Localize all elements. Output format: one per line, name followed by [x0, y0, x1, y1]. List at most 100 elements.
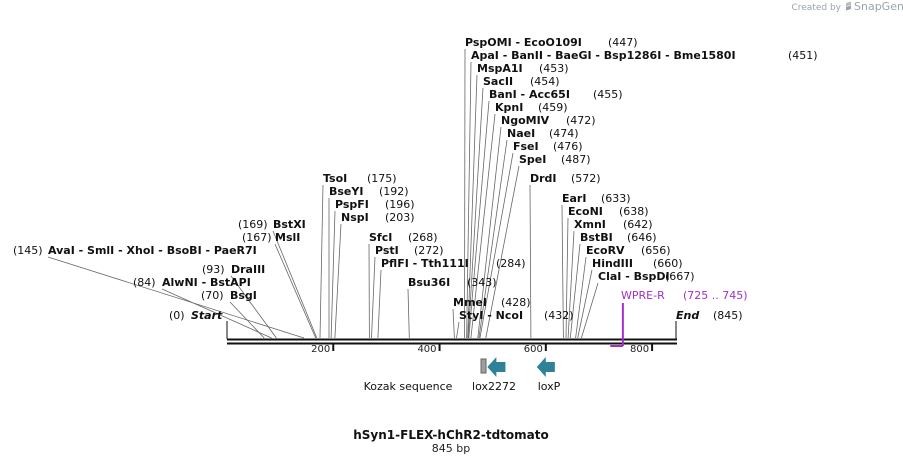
- site-mspa1i[interactable]: MspA1I (453): [477, 62, 569, 75]
- site-position: (428): [501, 296, 531, 309]
- site-line: [407, 288, 410, 339]
- site-labels: PspOMI - EcoO109I (447)ApaI - BanII - Bae…: [13, 36, 818, 322]
- site-sfci[interactable]: SfcI (268): [369, 231, 438, 244]
- site-line: [371, 256, 376, 339]
- site-names: NspI: [341, 211, 369, 224]
- feature-loxp[interactable]: [536, 357, 555, 377]
- site-hindiii[interactable]: HindIII (660): [592, 257, 683, 270]
- site-names: MspA1I: [477, 62, 523, 75]
- site-names: StyI - NcoI: [459, 309, 523, 322]
- site-pspomi[interactable]: PspOMI - EcoO109I (447): [465, 36, 638, 49]
- end-label: End (845): [676, 309, 743, 322]
- feature-label-lox2272: lox2272: [472, 380, 516, 393]
- site-position: (196): [385, 198, 415, 211]
- site-position: (667): [665, 270, 695, 283]
- tick-label: 800: [630, 344, 649, 355]
- site-eari[interactable]: EarI (633): [562, 192, 631, 205]
- site-draiii[interactable]: DraIII (93): [202, 263, 265, 276]
- site-position: (93): [202, 263, 225, 276]
- site-names: SacII: [483, 75, 513, 88]
- site-styi[interactable]: StyI - NcoI (432): [459, 309, 574, 322]
- site-avai[interactable]: AvaI - SmlI - XhoI - BsoBI - PaeR7I (145): [13, 244, 257, 257]
- site-names: BstXI: [273, 218, 306, 231]
- site-line: [466, 61, 472, 339]
- site-line: [581, 282, 599, 339]
- site-bsgi[interactable]: BsgI (70): [201, 289, 257, 302]
- site-line: [377, 269, 382, 339]
- site-names: BanI - Acc65I: [489, 88, 570, 101]
- site-bstbi[interactable]: BstBI (646): [580, 231, 657, 244]
- site-xmni[interactable]: XmnI (642): [574, 218, 653, 231]
- site-position: (572): [571, 172, 601, 185]
- site-mmei[interactable]: MmeI (428): [453, 296, 531, 309]
- feature-kozak-sequence[interactable]: [480, 358, 487, 374]
- site-names: EcoRV: [586, 244, 625, 257]
- primer-wpre-r[interactable]: WPRE-R (725 .. 745): [610, 289, 748, 347]
- site-bani[interactable]: BanI - Acc65I (455): [489, 88, 623, 101]
- site-fsei[interactable]: FseI (476): [513, 140, 583, 153]
- site-line: [479, 152, 514, 339]
- site-ngomiv[interactable]: NgoMIV (472): [501, 114, 596, 127]
- credit-prefix: Created by: [791, 3, 841, 13]
- site-bstxi[interactable]: BstXI (169): [238, 218, 306, 231]
- map-length: 845 bp: [432, 442, 470, 455]
- site-nspi[interactable]: NspI (203): [341, 211, 415, 224]
- site-names: DraIII: [231, 263, 265, 276]
- site-position: (476): [553, 140, 583, 153]
- site-naei[interactable]: NaeI (474): [507, 127, 579, 140]
- site-msli[interactable]: MslI(167): [242, 231, 300, 244]
- site-names: AlwNI - BstAPI: [162, 276, 251, 289]
- site-names: PstI: [375, 244, 399, 257]
- site-line: [529, 184, 532, 339]
- site-line: [334, 223, 342, 339]
- site-names: EcoNI: [568, 205, 603, 218]
- site-line: [569, 243, 581, 339]
- credit-brand[interactable]: SnapGene: [854, 0, 903, 13]
- site-position: (459): [538, 101, 568, 114]
- site-sacii[interactable]: SacII (454): [483, 75, 560, 88]
- site-ecorv[interactable]: EcoRV (656): [586, 244, 671, 257]
- site-names: PflFI - Tth111I: [381, 257, 469, 270]
- site-line: [274, 243, 317, 339]
- site-clai[interactable]: ClaI - BspDI(667): [598, 270, 695, 283]
- site-line: [230, 275, 277, 339]
- feature-label-loxp: loxP: [538, 380, 561, 393]
- site-line: [456, 321, 460, 339]
- site-kpni[interactable]: KpnI (459): [495, 101, 568, 114]
- site-names: EarI: [562, 192, 586, 205]
- site-tsoi[interactable]: TsoI (175): [323, 172, 397, 185]
- site-position: (451): [788, 49, 818, 62]
- site-line: [575, 256, 587, 339]
- site-spei[interactable]: SpeI (487): [519, 153, 591, 166]
- site-apai[interactable]: ApaI - BanII - BaeGI - Bsp1286I - Bme158…: [471, 49, 818, 62]
- site-position: (167): [242, 231, 272, 244]
- site-position: (454): [530, 75, 560, 88]
- site-econi[interactable]: EcoNI (638): [568, 205, 649, 218]
- map-title: hSyn1-FLEX-hChR2-tdtomato: [353, 428, 549, 442]
- tick-label: 200: [311, 344, 330, 355]
- site-bsu36i[interactable]: Bsu36I (343): [408, 276, 497, 289]
- site-names: PspFI: [335, 198, 369, 211]
- site-line: [477, 126, 502, 339]
- site-names: AvaI - SmlI - XhoI - BsoBI - PaeR7I: [48, 244, 257, 257]
- site-drdi[interactable]: DrdI (572): [530, 172, 601, 185]
- site-position: (268): [408, 231, 438, 244]
- site-line: [470, 113, 496, 339]
- ruler-ticks: 200 400 600 800: [311, 344, 654, 355]
- site-position: (203): [385, 211, 415, 224]
- site-names: BseYI: [329, 185, 363, 198]
- end-pos: (845): [713, 309, 743, 322]
- site-names: MslI: [275, 231, 300, 244]
- features: [480, 357, 555, 377]
- site-lines: [47, 48, 599, 339]
- site-position: (453): [539, 62, 569, 75]
- feature-lox2272[interactable]: [487, 357, 506, 377]
- site-pspfi[interactable]: PspFI (196): [335, 198, 415, 211]
- site-line: [47, 256, 305, 339]
- site-pflfi[interactable]: PflFI - Tth111I (284): [381, 257, 526, 270]
- site-bseyi[interactable]: BseYI (192): [329, 185, 409, 198]
- site-alwni[interactable]: AlwNI - BstAPI (84): [133, 276, 251, 289]
- site-psti[interactable]: PstI (272): [375, 244, 444, 257]
- primer-name: WPRE-R: [621, 289, 665, 302]
